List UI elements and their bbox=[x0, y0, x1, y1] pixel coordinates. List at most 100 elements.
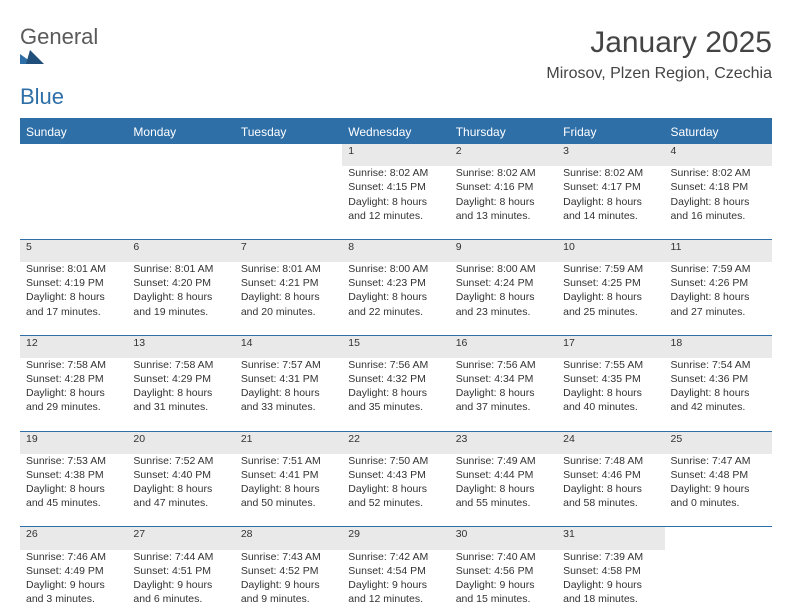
daylight-text: Daylight: 8 hours and 12 minutes. bbox=[348, 195, 443, 223]
sunset-text: Sunset: 4:29 PM bbox=[133, 372, 228, 386]
separator-row bbox=[20, 327, 772, 336]
day-number: 29 bbox=[342, 527, 449, 550]
day-detail bbox=[665, 550, 772, 614]
sunset-text: Sunset: 4:49 PM bbox=[26, 564, 121, 578]
sunrise-text: Sunrise: 7:54 AM bbox=[671, 358, 766, 372]
day-number: 8 bbox=[342, 239, 449, 262]
day-detail: Sunrise: 7:46 AMSunset: 4:49 PMDaylight:… bbox=[20, 550, 127, 614]
day-number: 11 bbox=[665, 239, 772, 262]
sunset-text: Sunset: 4:34 PM bbox=[456, 372, 551, 386]
sunset-text: Sunset: 4:52 PM bbox=[241, 564, 336, 578]
sunset-text: Sunset: 4:43 PM bbox=[348, 468, 443, 482]
calendar-table: SundayMondayTuesdayWednesdayThursdayFrid… bbox=[20, 120, 772, 614]
day-detail: Sunrise: 7:43 AMSunset: 4:52 PMDaylight:… bbox=[235, 550, 342, 614]
weekday-header-row: SundayMondayTuesdayWednesdayThursdayFrid… bbox=[20, 120, 772, 144]
day-number: 31 bbox=[557, 527, 664, 550]
day-detail: Sunrise: 7:39 AMSunset: 4:58 PMDaylight:… bbox=[557, 550, 664, 614]
sunrise-text: Sunrise: 7:48 AM bbox=[563, 454, 658, 468]
detail-row: Sunrise: 8:02 AMSunset: 4:15 PMDaylight:… bbox=[20, 166, 772, 231]
day-number bbox=[235, 144, 342, 166]
daylight-text: Daylight: 8 hours and 20 minutes. bbox=[241, 290, 336, 318]
sunrise-text: Sunrise: 7:46 AM bbox=[26, 550, 121, 564]
daynum-row: 567891011 bbox=[20, 239, 772, 262]
day-detail: Sunrise: 7:42 AMSunset: 4:54 PMDaylight:… bbox=[342, 550, 449, 614]
day-number: 7 bbox=[235, 239, 342, 262]
sunset-text: Sunset: 4:38 PM bbox=[26, 468, 121, 482]
sunset-text: Sunset: 4:48 PM bbox=[671, 468, 766, 482]
daylight-text: Daylight: 8 hours and 33 minutes. bbox=[241, 386, 336, 414]
sunrise-text: Sunrise: 7:50 AM bbox=[348, 454, 443, 468]
sunrise-text: Sunrise: 7:56 AM bbox=[456, 358, 551, 372]
weekday-header: Tuesday bbox=[235, 120, 342, 144]
sunrise-text: Sunrise: 7:55 AM bbox=[563, 358, 658, 372]
sunset-text: Sunset: 4:25 PM bbox=[563, 276, 658, 290]
day-detail: Sunrise: 7:58 AMSunset: 4:28 PMDaylight:… bbox=[20, 358, 127, 423]
sunset-text: Sunset: 4:36 PM bbox=[671, 372, 766, 386]
weekday-header: Sunday bbox=[20, 120, 127, 144]
sunrise-text: Sunrise: 7:42 AM bbox=[348, 550, 443, 564]
separator-row bbox=[20, 518, 772, 527]
separator-row bbox=[20, 231, 772, 240]
sunrise-text: Sunrise: 7:44 AM bbox=[133, 550, 228, 564]
day-detail: Sunrise: 7:55 AMSunset: 4:35 PMDaylight:… bbox=[557, 358, 664, 423]
sunrise-text: Sunrise: 7:59 AM bbox=[671, 262, 766, 276]
day-number bbox=[127, 144, 234, 166]
sunset-text: Sunset: 4:24 PM bbox=[456, 276, 551, 290]
daylight-text: Daylight: 8 hours and 47 minutes. bbox=[133, 482, 228, 510]
daylight-text: Daylight: 8 hours and 25 minutes. bbox=[563, 290, 658, 318]
day-detail: Sunrise: 7:40 AMSunset: 4:56 PMDaylight:… bbox=[450, 550, 557, 614]
day-number: 1 bbox=[342, 144, 449, 166]
day-number: 14 bbox=[235, 335, 342, 358]
day-detail: Sunrise: 8:01 AMSunset: 4:20 PMDaylight:… bbox=[127, 262, 234, 327]
day-number: 26 bbox=[20, 527, 127, 550]
daylight-text: Daylight: 9 hours and 0 minutes. bbox=[671, 482, 766, 510]
daylight-text: Daylight: 9 hours and 3 minutes. bbox=[26, 578, 121, 606]
weekday-header: Monday bbox=[127, 120, 234, 144]
day-number: 27 bbox=[127, 527, 234, 550]
day-detail: Sunrise: 7:54 AMSunset: 4:36 PMDaylight:… bbox=[665, 358, 772, 423]
sunset-text: Sunset: 4:18 PM bbox=[671, 180, 766, 194]
day-number: 23 bbox=[450, 431, 557, 454]
sunset-text: Sunset: 4:23 PM bbox=[348, 276, 443, 290]
logo-part2: Blue bbox=[20, 84, 64, 109]
daylight-text: Daylight: 8 hours and 52 minutes. bbox=[348, 482, 443, 510]
sunrise-text: Sunrise: 7:49 AM bbox=[456, 454, 551, 468]
day-detail bbox=[20, 166, 127, 231]
daylight-text: Daylight: 8 hours and 37 minutes. bbox=[456, 386, 551, 414]
sunset-text: Sunset: 4:28 PM bbox=[26, 372, 121, 386]
daylight-text: Daylight: 8 hours and 45 minutes. bbox=[26, 482, 121, 510]
day-number: 25 bbox=[665, 431, 772, 454]
day-detail: Sunrise: 8:02 AMSunset: 4:18 PMDaylight:… bbox=[665, 166, 772, 231]
sunset-text: Sunset: 4:26 PM bbox=[671, 276, 766, 290]
daylight-text: Daylight: 8 hours and 22 minutes. bbox=[348, 290, 443, 318]
sunset-text: Sunset: 4:16 PM bbox=[456, 180, 551, 194]
daynum-row: 12131415161718 bbox=[20, 335, 772, 358]
sunset-text: Sunset: 4:32 PM bbox=[348, 372, 443, 386]
day-detail: Sunrise: 7:51 AMSunset: 4:41 PMDaylight:… bbox=[235, 454, 342, 519]
day-detail: Sunrise: 7:50 AMSunset: 4:43 PMDaylight:… bbox=[342, 454, 449, 519]
day-number: 19 bbox=[20, 431, 127, 454]
sunrise-text: Sunrise: 8:02 AM bbox=[348, 166, 443, 180]
day-detail: Sunrise: 8:02 AMSunset: 4:15 PMDaylight:… bbox=[342, 166, 449, 231]
daylight-text: Daylight: 9 hours and 9 minutes. bbox=[241, 578, 336, 606]
daylight-text: Daylight: 8 hours and 35 minutes. bbox=[348, 386, 443, 414]
page-title: January 2025 bbox=[546, 26, 772, 59]
day-number: 4 bbox=[665, 144, 772, 166]
day-number: 6 bbox=[127, 239, 234, 262]
separator-row bbox=[20, 423, 772, 432]
day-detail: Sunrise: 7:44 AMSunset: 4:51 PMDaylight:… bbox=[127, 550, 234, 614]
day-detail bbox=[235, 166, 342, 231]
sunrise-text: Sunrise: 7:56 AM bbox=[348, 358, 443, 372]
daylight-text: Daylight: 8 hours and 29 minutes. bbox=[26, 386, 121, 414]
sunrise-text: Sunrise: 7:40 AM bbox=[456, 550, 551, 564]
day-number: 3 bbox=[557, 144, 664, 166]
day-detail: Sunrise: 8:00 AMSunset: 4:23 PMDaylight:… bbox=[342, 262, 449, 327]
weekday-header: Friday bbox=[557, 120, 664, 144]
sunset-text: Sunset: 4:56 PM bbox=[456, 564, 551, 578]
detail-row: Sunrise: 7:58 AMSunset: 4:28 PMDaylight:… bbox=[20, 358, 772, 423]
daynum-row: 1234 bbox=[20, 144, 772, 166]
sunrise-text: Sunrise: 8:00 AM bbox=[348, 262, 443, 276]
day-detail: Sunrise: 7:59 AMSunset: 4:26 PMDaylight:… bbox=[665, 262, 772, 327]
detail-row: Sunrise: 8:01 AMSunset: 4:19 PMDaylight:… bbox=[20, 262, 772, 327]
sunrise-text: Sunrise: 7:58 AM bbox=[133, 358, 228, 372]
